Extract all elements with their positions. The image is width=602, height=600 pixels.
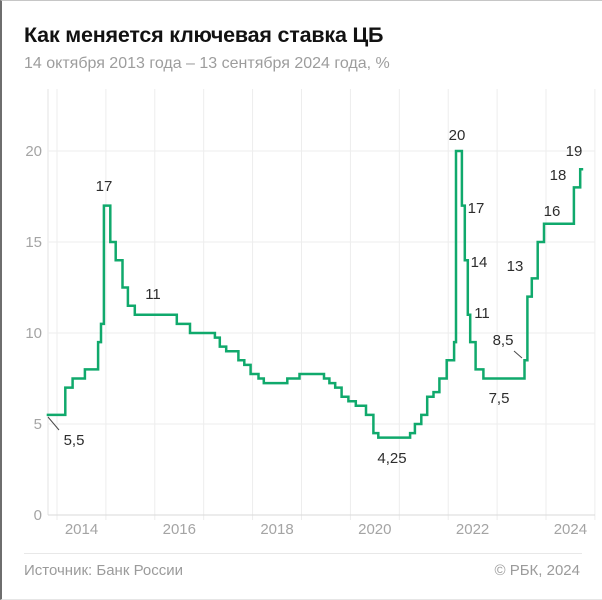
y-tick-label: 5: [34, 416, 42, 433]
data-label: 14: [471, 254, 488, 271]
rate-line: [46, 149, 584, 439]
data-label: 13: [507, 258, 524, 275]
x-tick-label: 2016: [163, 521, 196, 538]
data-label: 8,5: [493, 332, 514, 349]
data-label: 4,25: [377, 450, 406, 467]
data-label: 17: [96, 178, 113, 195]
x-tick-label: 2020: [358, 521, 391, 538]
data-label: 11: [145, 286, 161, 303]
chart-title: Как меняется ключевая ставка ЦБ: [24, 23, 384, 47]
annotation-leader-line: [513, 350, 523, 359]
data-label: 17: [468, 200, 485, 217]
y-tick-label: 15: [25, 234, 42, 251]
data-label: 7,5: [489, 390, 510, 407]
footer-divider: [24, 553, 582, 554]
x-tick-label: 2024: [554, 521, 587, 538]
y-tick-label: 20: [25, 143, 42, 160]
data-label: 20: [449, 127, 466, 144]
annotation-leader-line: [47, 416, 60, 431]
data-label: 19: [566, 143, 583, 160]
data-label: 11: [474, 305, 490, 322]
footer-copyright: © РБК, 2024: [494, 562, 580, 579]
data-label: 5,5: [64, 432, 85, 449]
footer-source: Источник: Банк России: [24, 562, 184, 579]
y-tick-label: 10: [25, 325, 42, 342]
data-label: 18: [550, 167, 567, 184]
x-tick-label: 2022: [456, 521, 489, 538]
chart-subtitle: 14 октября 2013 года – 13 сентября 2024 …: [24, 55, 390, 72]
x-tick-label: 2018: [260, 521, 293, 538]
x-tick-label: 2014: [65, 521, 98, 538]
y-tick-label: 0: [34, 507, 42, 524]
data-label: 16: [544, 203, 561, 220]
